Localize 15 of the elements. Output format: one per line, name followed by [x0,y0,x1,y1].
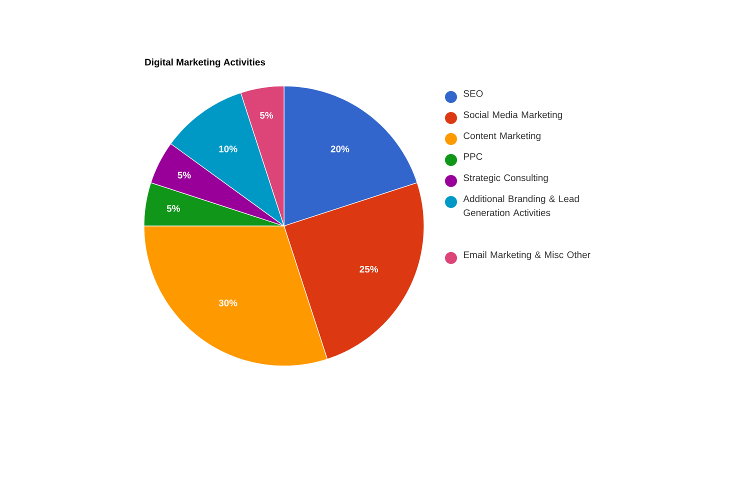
legend-label: SEO [464,90,483,97]
legend-label: Additional Branding & Lead Generation Activities [463,195,579,216]
data-label: 5% [260,112,274,119]
data-label: 10% [219,146,238,152]
legend-label: Social Media Marketing [464,111,562,120]
legend-label: PPC [464,153,482,160]
legend-label: Content Marketing [464,132,540,142]
data-label: 25% [360,266,378,273]
legend-label: Strategic Consulting [464,174,548,184]
chart-title: Digital Marketing Activities [145,58,266,68]
legend-label: Email Marketing & Misc Other [464,251,590,260]
data-label: 5% [178,172,191,178]
data-label: 30% [218,300,238,306]
data-label: 5% [166,205,180,212]
data-label: 20% [330,146,350,152]
